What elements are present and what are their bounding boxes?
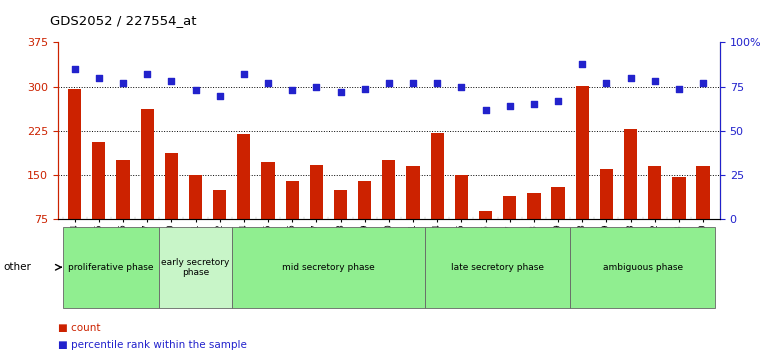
Bar <box>455 175 468 219</box>
Point <box>189 87 202 93</box>
Point <box>407 80 419 86</box>
Point <box>92 75 105 81</box>
Text: ■ percentile rank within the sample: ■ percentile rank within the sample <box>58 341 246 350</box>
Bar <box>648 166 661 219</box>
Point <box>527 102 540 107</box>
Point <box>69 66 81 72</box>
Text: early secretory
phase: early secretory phase <box>162 258 229 277</box>
Bar <box>624 129 638 219</box>
Point <box>117 80 129 86</box>
Point <box>504 103 516 109</box>
Text: GDS2052 / 227554_at: GDS2052 / 227554_at <box>50 14 196 27</box>
Bar <box>62 227 159 308</box>
Point <box>262 80 274 86</box>
Bar <box>334 190 347 219</box>
Text: proliferative phase: proliferative phase <box>69 263 154 272</box>
Bar <box>479 211 492 219</box>
Point <box>238 72 250 77</box>
Bar <box>68 88 82 219</box>
Point <box>480 107 492 113</box>
Text: ■ count: ■ count <box>58 323 100 333</box>
Point <box>624 75 637 81</box>
Bar <box>141 109 154 219</box>
Bar <box>696 166 710 219</box>
Text: mid secretory phase: mid secretory phase <box>282 263 375 272</box>
Text: other: other <box>4 262 32 272</box>
Point <box>455 84 467 90</box>
Point <box>648 79 661 84</box>
Bar <box>503 196 517 219</box>
Bar <box>570 227 715 308</box>
Point <box>166 79 178 84</box>
Point <box>310 84 323 90</box>
Bar <box>551 187 564 219</box>
Point <box>141 72 153 77</box>
Bar <box>213 190 226 219</box>
Point <box>286 87 298 93</box>
Bar <box>575 86 589 219</box>
Point <box>213 93 226 98</box>
Point <box>600 80 612 86</box>
Bar <box>407 166 420 219</box>
Bar <box>425 227 570 308</box>
Bar <box>232 227 425 308</box>
Bar <box>92 142 105 219</box>
Bar <box>159 227 232 308</box>
Bar <box>237 134 250 219</box>
Text: ambiguous phase: ambiguous phase <box>603 263 683 272</box>
Bar <box>165 153 178 219</box>
Bar <box>527 193 541 219</box>
Bar <box>189 175 203 219</box>
Point <box>673 86 685 91</box>
Point <box>552 98 564 104</box>
Bar <box>430 133 444 219</box>
Bar <box>600 169 613 219</box>
Point <box>334 89 346 95</box>
Point <box>383 80 395 86</box>
Point <box>431 80 444 86</box>
Point <box>576 61 588 67</box>
Point <box>359 86 371 91</box>
Bar <box>310 165 323 219</box>
Point <box>697 80 709 86</box>
Bar <box>286 181 299 219</box>
Bar <box>382 160 396 219</box>
Text: late secretory phase: late secretory phase <box>451 263 544 272</box>
Bar <box>116 160 129 219</box>
Bar <box>358 181 371 219</box>
Bar <box>672 177 685 219</box>
Bar <box>261 162 275 219</box>
